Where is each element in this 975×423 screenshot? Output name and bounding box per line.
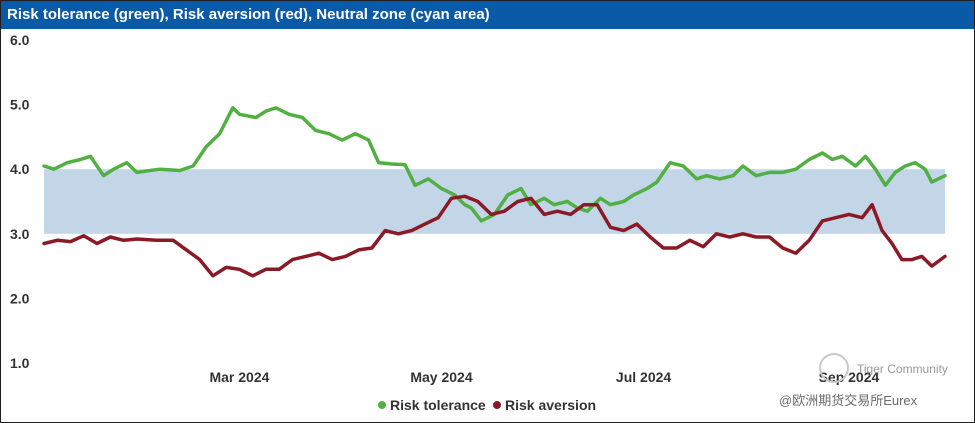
y-tick-label: 5.0 — [10, 97, 30, 113]
watermark-line2: @欧洲期货交易所Eurex — [779, 393, 918, 408]
legend-label-risk-tolerance[interactable]: Risk tolerance — [390, 397, 486, 413]
y-axis-ticks: 1.0 2.0 3.0 4.0 5.0 6.0 — [10, 32, 30, 371]
series-line-risk-aversion — [42, 194, 947, 278]
series-layer — [42, 106, 947, 278]
legend: Risk tolerance Risk aversion — [378, 397, 596, 413]
x-tick-label: Mar 2024 — [209, 369, 269, 385]
neutral-zone-band — [44, 169, 945, 234]
y-tick-label: 3.0 — [10, 226, 30, 242]
tiger-logo-icon — [819, 353, 849, 383]
y-tick-label: 2.0 — [10, 290, 30, 306]
series-line-risk-tolerance — [42, 106, 947, 223]
legend-marker-risk-aversion — [493, 401, 501, 409]
x-tick-label: Jul 2024 — [616, 369, 671, 385]
x-axis-ticks: Mar 2024 May 2024 Jul 2024 Sep 2024 — [209, 369, 879, 385]
x-tick-label: May 2024 — [410, 369, 472, 385]
chart-title: Risk tolerance (green), Risk aversion (r… — [1, 1, 974, 29]
y-tick-label: 4.0 — [10, 161, 30, 177]
y-tick-label: 6.0 — [10, 32, 30, 48]
y-tick-label: 1.0 — [10, 355, 30, 371]
legend-label-risk-aversion[interactable]: Risk aversion — [505, 397, 596, 413]
watermark-line1: Tiger Community — [857, 362, 948, 376]
watermark: Tiger Community @欧洲期货交易所Eurex — [779, 353, 948, 408]
legend-marker-risk-tolerance — [378, 401, 386, 409]
